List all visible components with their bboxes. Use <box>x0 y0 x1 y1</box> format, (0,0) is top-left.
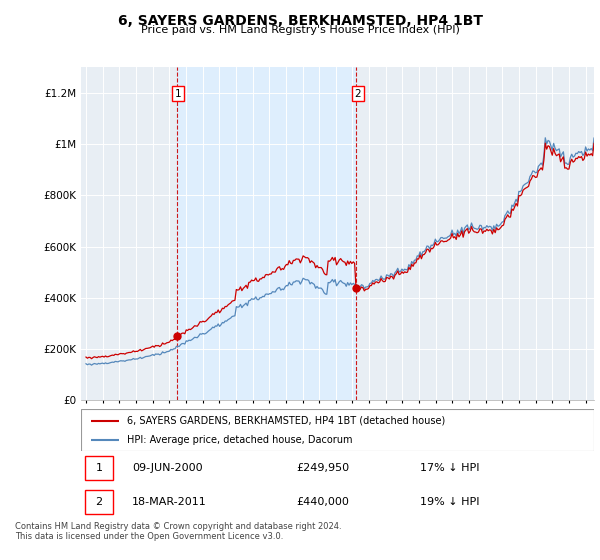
Text: £440,000: £440,000 <box>296 497 349 507</box>
Text: 09-JUN-2000: 09-JUN-2000 <box>133 463 203 473</box>
FancyBboxPatch shape <box>81 409 594 451</box>
Text: 19% ↓ HPI: 19% ↓ HPI <box>419 497 479 507</box>
Text: 6, SAYERS GARDENS, BERKHAMSTED, HP4 1BT (detached house): 6, SAYERS GARDENS, BERKHAMSTED, HP4 1BT … <box>127 416 445 426</box>
FancyBboxPatch shape <box>85 455 113 480</box>
Text: 2: 2 <box>95 497 103 507</box>
Text: 1: 1 <box>95 463 103 473</box>
Text: Price paid vs. HM Land Registry's House Price Index (HPI): Price paid vs. HM Land Registry's House … <box>140 25 460 35</box>
FancyBboxPatch shape <box>85 489 113 514</box>
Text: £249,950: £249,950 <box>296 463 350 473</box>
Text: 17% ↓ HPI: 17% ↓ HPI <box>419 463 479 473</box>
Bar <box>176 67 356 400</box>
Text: 18-MAR-2011: 18-MAR-2011 <box>133 497 207 507</box>
Text: 6, SAYERS GARDENS, BERKHAMSTED, HP4 1BT: 6, SAYERS GARDENS, BERKHAMSTED, HP4 1BT <box>118 14 482 28</box>
Text: 1: 1 <box>175 89 182 99</box>
Text: HPI: Average price, detached house, Dacorum: HPI: Average price, detached house, Daco… <box>127 435 353 445</box>
Text: Contains HM Land Registry data © Crown copyright and database right 2024.
This d: Contains HM Land Registry data © Crown c… <box>15 522 341 542</box>
Text: 2: 2 <box>355 89 361 99</box>
